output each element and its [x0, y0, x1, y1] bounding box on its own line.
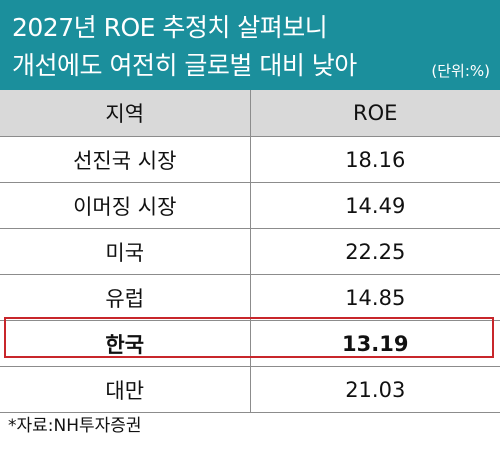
table-header-row: 지역 ROE	[0, 90, 500, 137]
table-row: 선진국 시장 18.16	[0, 136, 500, 183]
column-header-region: 지역	[0, 90, 251, 137]
unit-label: (단위:%)	[431, 62, 490, 80]
title-banner: 2027년 ROE 추정치 살펴보니 개선에도 여전히 글로벌 대비 낮아 (단…	[0, 0, 500, 90]
table-row: 한국 13.19	[0, 320, 500, 367]
region-cell: 선진국 시장	[0, 136, 251, 183]
roe-table: 지역 ROE 선진국 시장 18.16 이머징 시장 14.49 미국 22.25 유럽 14…	[0, 90, 500, 413]
roe-value-cell: 18.16	[250, 136, 500, 183]
roe-value-cell: 22.25	[250, 228, 500, 275]
region-cell: 한국	[0, 320, 251, 367]
roe-value-cell: 21.03	[250, 366, 500, 413]
table-row: 유럽 14.85	[0, 274, 500, 321]
region-cell: 미국	[0, 228, 251, 275]
region-cell: 대만	[0, 366, 251, 413]
table-row: 이머징 시장 14.49	[0, 182, 500, 229]
source-note: *자료:NH투자증권	[8, 416, 142, 436]
roe-value-cell: 13.19	[250, 320, 500, 367]
column-header-roe: ROE	[250, 90, 500, 137]
roe-value-cell: 14.49	[250, 182, 500, 229]
table-row: 미국 22.25	[0, 228, 500, 275]
region-cell: 유럽	[0, 274, 251, 321]
region-cell: 이머징 시장	[0, 182, 251, 229]
chart-title-line2: 개선에도 여전히 글로벌 대비 낮아	[12, 51, 357, 80]
chart-title-line1: 2027년 ROE 추정치 살펴보니	[12, 13, 328, 42]
roe-value-cell: 14.85	[250, 274, 500, 321]
table-row: 대만 21.03	[0, 366, 500, 413]
